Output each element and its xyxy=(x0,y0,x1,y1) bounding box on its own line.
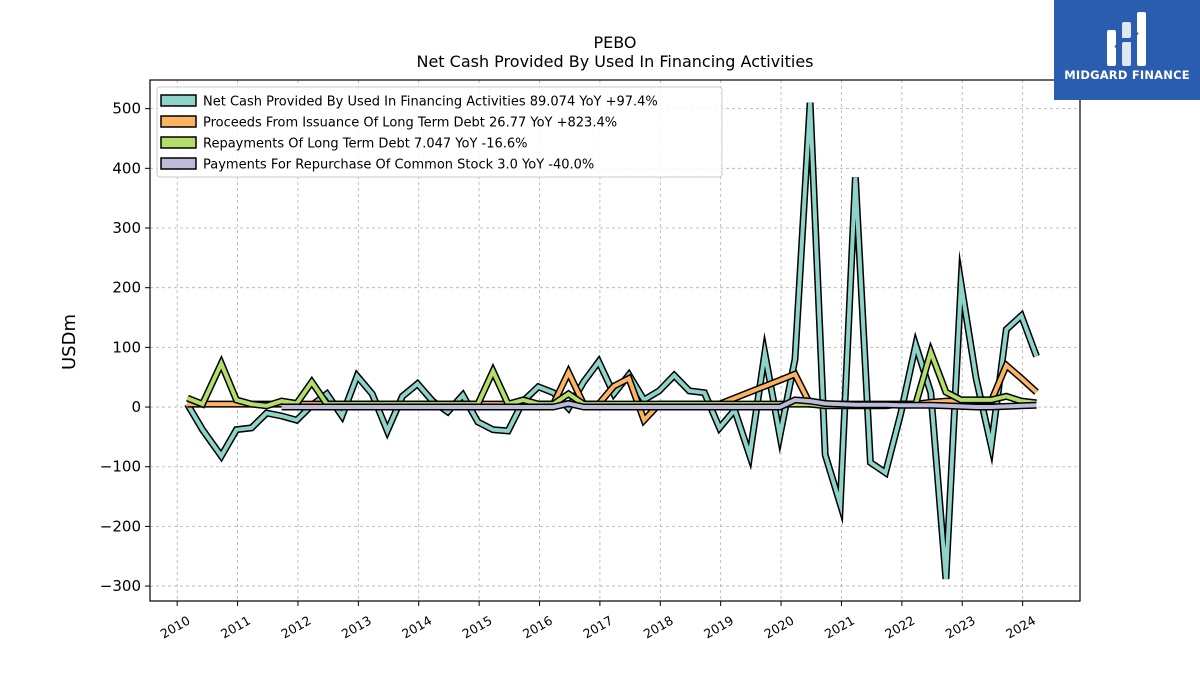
x-tick-label: 2018 xyxy=(641,613,676,642)
y-tick-label: −300 xyxy=(100,577,141,595)
x-tick-label: 2023 xyxy=(943,613,978,642)
x-tick-label: 2013 xyxy=(339,613,374,642)
legend-label: Payments For Repurchase Of Common Stock … xyxy=(203,158,594,173)
y-axis: −300 −200 −100 0 100 200 300 400 500 xyxy=(100,100,150,595)
x-tick-label: 2014 xyxy=(399,613,434,642)
x-tick-label: 2015 xyxy=(460,613,495,642)
midgard-logo-icon xyxy=(1107,12,1146,66)
y-axis-label: USDm xyxy=(59,314,80,370)
y-tick-label: 100 xyxy=(112,338,141,356)
legend-label: Proceeds From Issuance Of Long Term Debt… xyxy=(203,116,617,131)
x-tick-label: 2021 xyxy=(822,613,857,642)
x-tick-label: 2020 xyxy=(762,613,797,642)
x-tick-label: 2011 xyxy=(218,613,253,642)
series-4 xyxy=(281,396,1037,411)
legend-swatch xyxy=(160,94,197,107)
series-group xyxy=(184,102,1040,580)
y-tick-label: −100 xyxy=(100,458,141,476)
legend-item: Payments For Repurchase Of Common Stock … xyxy=(160,157,594,173)
series-line xyxy=(281,397,1037,409)
legend-swatch xyxy=(160,157,197,170)
legend-swatch xyxy=(160,136,197,149)
x-axis: 2010 2011 2012 2013 2014 2015 2016 2017 2018 2019… xyxy=(158,601,1038,642)
legend-item: Repayments Of Long Term Debt 7.047 YoY -… xyxy=(160,136,528,152)
legend-label: Net Cash Provided By Used In Financing A… xyxy=(203,95,658,110)
chart-subtitle: Net Cash Provided By Used In Financing A… xyxy=(416,52,813,71)
legend-item: Net Cash Provided By Used In Financing A… xyxy=(160,94,658,110)
x-tick-label: 2016 xyxy=(520,613,555,642)
legend-item: Proceeds From Issuance Of Long Term Debt… xyxy=(160,115,617,131)
x-tick-label: 2022 xyxy=(882,613,917,642)
x-tick-label: 2019 xyxy=(701,613,736,642)
legend-label: Repayments Of Long Term Debt 7.047 YoY -… xyxy=(203,137,528,152)
y-tick-label: 0 xyxy=(131,398,141,416)
brand-logo: MIDGARD FINANCE xyxy=(1054,0,1200,100)
legend: Net Cash Provided By Used In Financing A… xyxy=(156,86,723,178)
x-tick-label: 2012 xyxy=(278,613,313,642)
y-tick-label: −200 xyxy=(100,517,141,535)
legend-swatch xyxy=(160,115,197,128)
x-tick-label: 2017 xyxy=(580,613,615,642)
y-tick-label: 200 xyxy=(112,279,141,297)
x-tick-label: 2024 xyxy=(1003,613,1038,642)
y-tick-label: 400 xyxy=(112,159,141,177)
y-tick-label: 300 xyxy=(112,219,141,237)
plot-frame xyxy=(149,79,1081,602)
legend-box xyxy=(156,86,723,178)
y-tick-label: 500 xyxy=(112,100,141,118)
logo-text: MIDGARD FINANCE xyxy=(1064,68,1190,82)
x-tick-label: 2010 xyxy=(158,613,193,642)
chart-title: PEBO xyxy=(593,33,636,52)
